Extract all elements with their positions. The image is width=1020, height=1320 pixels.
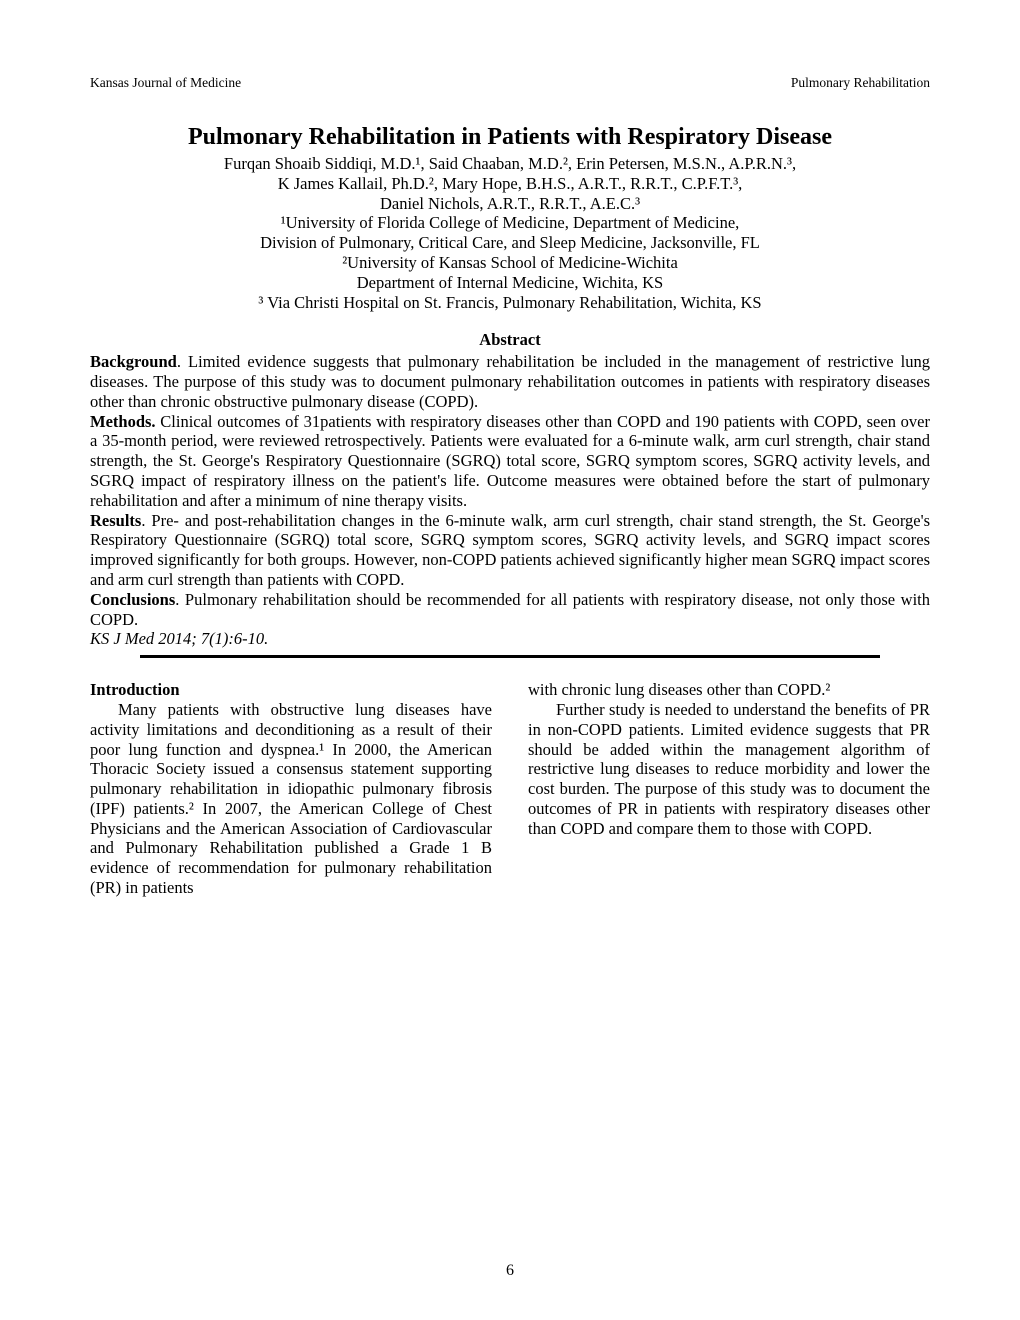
methods-text: Clinical outcomes of 31patients with res… [90, 412, 930, 510]
column-right: with chronic lung diseases other than CO… [528, 680, 930, 898]
authors-line: Furqan Shoaib Siddiqi, M.D.¹, Said Chaab… [90, 154, 930, 174]
authors-line: K James Kallail, Ph.D.², Mary Hope, B.H.… [90, 174, 930, 194]
authors-block: Furqan Shoaib Siddiqi, M.D.¹, Said Chaab… [90, 154, 930, 213]
intro-paragraph-2: Further study is needed to understand th… [528, 700, 930, 839]
background-text: . Limited evidence suggests that pulmona… [90, 352, 930, 411]
abstract-conclusions: Conclusions. Pulmonary rehabilitation sh… [90, 590, 930, 630]
methods-label: Methods. [90, 412, 156, 431]
column-left: Introduction Many patients with obstruct… [90, 680, 492, 898]
header-left: Kansas Journal of Medicine [90, 75, 241, 91]
affiliation-line: ³ Via Christi Hospital on St. Francis, P… [90, 293, 930, 313]
abstract-methods: Methods. Clinical outcomes of 31patients… [90, 412, 930, 511]
background-label: Background [90, 352, 177, 371]
header-right: Pulmonary Rehabilitation [791, 75, 930, 91]
affiliations-block: ¹University of Florida College of Medici… [90, 213, 930, 312]
affiliation-line: ¹University of Florida College of Medici… [90, 213, 930, 233]
body-columns: Introduction Many patients with obstruct… [90, 680, 930, 898]
abstract-background: Background. Limited evidence suggests th… [90, 352, 930, 411]
intro-paragraph-continuation: with chronic lung diseases other than CO… [528, 680, 930, 700]
abstract-heading: Abstract [90, 330, 930, 350]
intro-paragraph: Many patients with obstructive lung dise… [90, 700, 492, 898]
abstract-block: Background. Limited evidence suggests th… [90, 352, 930, 649]
page-number: 6 [0, 1261, 1020, 1280]
citation: KS J Med 2014; 7(1):6-10. [90, 629, 930, 649]
affiliation-line: Division of Pulmonary, Critical Care, an… [90, 233, 930, 253]
running-header: Kansas Journal of Medicine Pulmonary Reh… [90, 75, 930, 91]
introduction-heading: Introduction [90, 680, 492, 700]
article-title: Pulmonary Rehabilitation in Patients wit… [90, 123, 930, 152]
affiliation-line: Department of Internal Medicine, Wichita… [90, 273, 930, 293]
results-label: Results [90, 511, 141, 530]
conclusions-label: Conclusions [90, 590, 175, 609]
results-text: . Pre- and post-rehabilitation changes i… [90, 511, 930, 589]
authors-line: Daniel Nichols, A.R.T., R.R.T., A.E.C.³ [90, 194, 930, 214]
divider-rule [140, 655, 880, 658]
abstract-results: Results. Pre- and post-rehabilitation ch… [90, 511, 930, 590]
affiliation-line: ²University of Kansas School of Medicine… [90, 253, 930, 273]
conclusions-text: . Pulmonary rehabilitation should be rec… [90, 590, 930, 629]
